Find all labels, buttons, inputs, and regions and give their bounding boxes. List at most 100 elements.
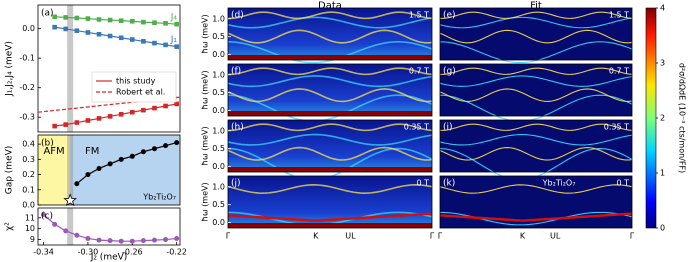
y-tick-label: 9 [30, 235, 35, 244]
colorbar-tick-label: 0 [660, 224, 665, 233]
panel-label: (k) [443, 179, 455, 189]
marker [152, 40, 157, 46]
marker [174, 44, 179, 49]
panel-label: (b) [41, 139, 54, 149]
x-tick-label: Γ [630, 232, 635, 241]
y-tick-label: 0.5 [212, 32, 225, 41]
y-tick-label: 0.0 [22, 24, 35, 33]
column-title: Data [318, 0, 342, 11]
marker [85, 118, 91, 123]
y-tick-label: 11 [25, 213, 35, 222]
intensity-band [227, 146, 433, 161]
y-tick-label: 0.5 [212, 200, 225, 209]
marker [52, 24, 57, 30]
legend-label: this study [116, 77, 156, 86]
marker [107, 33, 113, 39]
marker [74, 15, 80, 21]
intensity-band [439, 67, 633, 75]
legend-label: Robert et al. [116, 88, 165, 97]
intensity-band [439, 75, 633, 87]
marker [129, 238, 135, 244]
annotation: Yb₂Ti₂O₇ [142, 193, 176, 202]
plot-frame [439, 7, 633, 61]
intensity-band [227, 212, 433, 222]
marker [151, 146, 157, 152]
marker [52, 221, 58, 227]
panel-label: (g) [443, 67, 456, 77]
marker [174, 235, 180, 241]
marker [74, 120, 80, 125]
field-label: 0.35 T [604, 123, 629, 132]
intensity-band [227, 184, 433, 194]
marker [174, 101, 179, 107]
y-tick-label: 0.5 [212, 88, 225, 97]
intensity-map [228, 64, 432, 116]
y-axis-label: ħω (meV) [201, 14, 210, 53]
colorbar-label: d²σ/dΩdE (10⁻³ cts/mon/FF) [678, 63, 687, 173]
panel-label: (j) [231, 179, 241, 189]
plot-frame [37, 207, 181, 246]
y-axis-label: ħω (meV) [201, 126, 210, 165]
y-tick-label: -0.2 [19, 83, 35, 92]
marker [141, 19, 146, 25]
region [38, 135, 71, 205]
y-axis-label: J₁,J₂,J₄ (meV) [5, 41, 15, 97]
plot-frame [439, 119, 633, 173]
column-title: Fit [530, 0, 542, 11]
annotation: Yb₂Ti₂O₇ [542, 179, 576, 188]
marker [63, 15, 69, 20]
intensity-band [439, 16, 633, 29]
y-tick-label: 0.0 [22, 201, 35, 210]
panel-label: (f) [231, 67, 241, 77]
marker [63, 26, 69, 32]
marker [163, 143, 169, 149]
region-label: AFM [43, 146, 64, 157]
y-axis-label: Gap (meV) [5, 146, 15, 195]
intensity-bands [227, 67, 433, 123]
field-label: 0.7 T [409, 67, 429, 76]
plot-frame [227, 119, 433, 173]
y-tick-label: 1.0 [212, 182, 225, 191]
marker [129, 37, 135, 42]
marker [96, 31, 102, 37]
elastic-line [228, 167, 432, 172]
intensity-band [227, 94, 433, 123]
marker [74, 232, 80, 238]
field-label: 0 T [616, 179, 629, 188]
colorbar-tick-label: 4 [660, 4, 665, 13]
intensity-band [439, 41, 633, 64]
colorbar-tick-label: 3 [660, 59, 665, 68]
marker [52, 123, 57, 129]
intensity-band [227, 29, 433, 44]
intensity-bands [439, 184, 633, 226]
marker [140, 238, 146, 244]
elastic-line [228, 111, 432, 116]
panel-label: (a) [41, 9, 54, 19]
intensity-band [439, 212, 633, 222]
intensity-bands [439, 11, 633, 64]
highlight-band [67, 135, 74, 205]
marker [174, 140, 180, 146]
x-tick-label: Γ [430, 232, 435, 241]
colorbar [645, 7, 657, 229]
field-label: 1.5 T [609, 11, 629, 20]
plot-frame [227, 175, 433, 229]
intensity-band [439, 123, 633, 131]
y-tick-label: 10 [25, 224, 35, 233]
x-tick-label: -0.34 [33, 248, 54, 257]
y-tick-label: 0.2 [22, 170, 35, 179]
intensity-band [439, 134, 633, 146]
marker [118, 238, 124, 244]
marker [41, 212, 47, 218]
marker [85, 16, 91, 21]
intensity-map [440, 8, 632, 60]
panel-label: (c) [41, 212, 53, 222]
marker [107, 238, 113, 244]
intensity-band [439, 147, 633, 161]
y-tick-label: 1.0 [212, 14, 225, 23]
marker [74, 28, 80, 33]
panel-label: (e) [443, 11, 456, 21]
marker [174, 21, 179, 27]
region-label: FM [85, 146, 99, 157]
marker [85, 30, 91, 35]
